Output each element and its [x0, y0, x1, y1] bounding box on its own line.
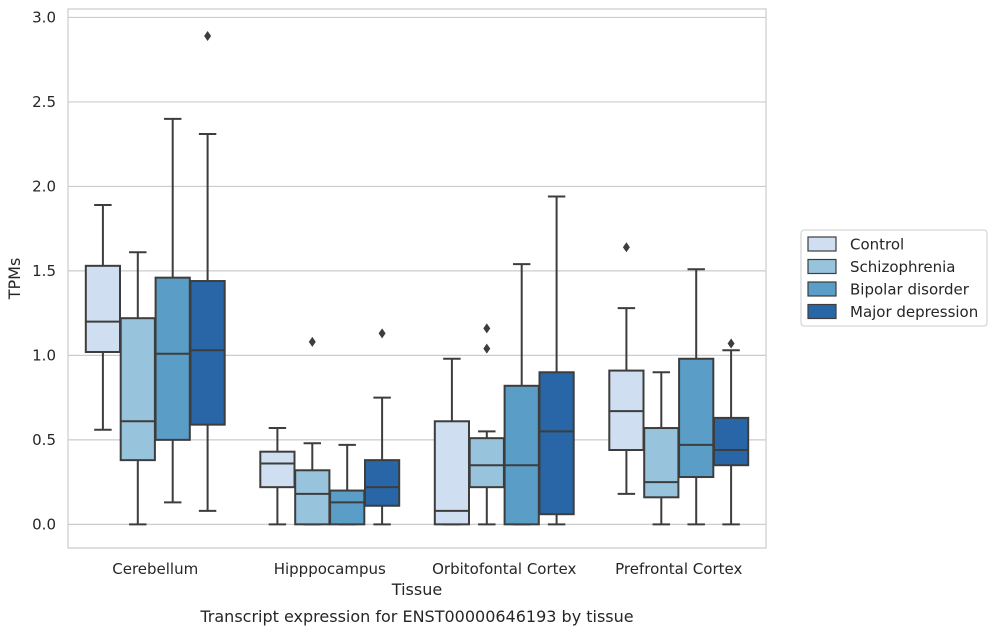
plot-area-frame	[67, 8, 767, 549]
y-axis-label: TPMs	[5, 258, 24, 301]
box-series	[84, 31, 750, 526]
legend: Control Schizophrenia Bipolar disorder Majo…	[800, 229, 988, 327]
y-tick-label: 0.5	[32, 431, 56, 449]
y-tick-label: 2.0	[32, 177, 56, 195]
box-iqr	[84, 264, 122, 353]
box-control	[259, 427, 296, 526]
outlier-marker	[622, 242, 630, 253]
x-tick-label: Orbitofontal Cortex	[432, 560, 576, 578]
box-schizophrenia	[294, 336, 331, 526]
box-schizophrenia	[468, 323, 505, 526]
y-axis-ticks: 0.0 0.5 1.0 1.5 2.0 2.5 3.0	[32, 8, 56, 533]
legend-label: Control	[850, 236, 904, 254]
box-bipolar-disorder	[678, 268, 715, 526]
box-iqr	[468, 437, 505, 489]
box-iqr	[363, 459, 401, 507]
legend-label: Major depression	[850, 303, 978, 321]
y-tick-label: 1.0	[32, 346, 56, 364]
box-iqr	[154, 276, 191, 441]
box-major-depression	[538, 195, 575, 526]
box-control	[84, 204, 122, 431]
box-iqr	[329, 489, 366, 526]
box-control	[433, 357, 471, 526]
box-major-depression	[363, 328, 401, 526]
box-iqr	[712, 416, 750, 467]
x-tick-label: Prefrontal Cortex	[615, 560, 742, 578]
box-iqr	[643, 427, 680, 499]
box-iqr	[189, 280, 226, 426]
box-iqr	[119, 317, 156, 462]
x-axis-label: Tissue	[391, 580, 442, 599]
legend-swatch	[807, 236, 837, 252]
y-tick-label: 3.0	[32, 8, 56, 26]
box-bipolar-disorder	[154, 117, 191, 504]
box-iqr	[294, 469, 331, 526]
legend-swatch	[807, 258, 837, 275]
legend-frame	[800, 229, 988, 327]
box-iqr	[503, 384, 540, 526]
box-iqr	[538, 371, 575, 516]
chart-caption: Transcript expression for ENST0000064619…	[199, 607, 633, 626]
box-schizophrenia	[119, 251, 156, 526]
outlier-marker	[727, 338, 735, 349]
outlier-marker	[204, 31, 212, 42]
box-iqr	[678, 357, 715, 479]
box-iqr	[433, 420, 471, 526]
y-tick-label: 2.5	[32, 93, 56, 111]
outlier-marker	[378, 328, 386, 339]
box-bipolar-disorder	[503, 263, 540, 526]
x-tick-label: Hipppocampus	[274, 560, 386, 578]
legend-label: Bipolar disorder	[850, 281, 970, 299]
box-major-depression	[712, 338, 750, 526]
box-major-depression	[189, 31, 226, 512]
legend-swatch	[807, 303, 837, 320]
outlier-marker	[308, 336, 316, 347]
box-iqr	[259, 450, 296, 489]
y-tick-label: 1.5	[32, 262, 56, 280]
outlier-marker	[483, 323, 491, 334]
box-control	[608, 242, 645, 495]
box-schizophrenia	[643, 371, 680, 526]
x-tick-label: Cerebellum	[112, 560, 198, 578]
box-bipolar-disorder	[329, 443, 366, 526]
legend-swatch	[807, 281, 837, 297]
outlier-marker	[483, 343, 491, 354]
y-tick-label: 0.0	[32, 515, 56, 533]
legend-label: Schizophrenia	[850, 258, 955, 276]
x-axis-ticks: Cerebellum Hipppocampus Orbitofontal Corte…	[112, 560, 742, 578]
